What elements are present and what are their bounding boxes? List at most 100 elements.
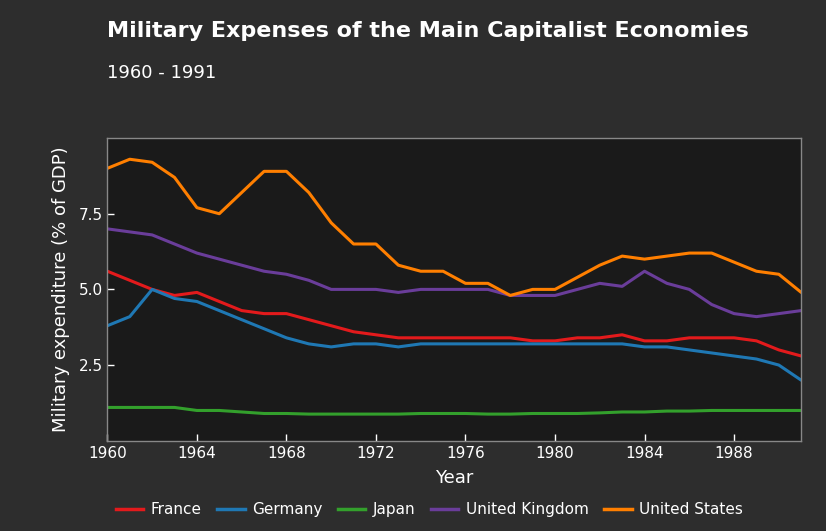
Japan	[349, 411, 358, 417]
Germany	[662, 344, 672, 350]
Legend: France, Germany, Japan, United Kingdom, United States: France, Germany, Japan, United Kingdom, …	[110, 496, 749, 524]
Japan	[639, 409, 649, 415]
France	[617, 331, 627, 338]
France	[438, 335, 448, 341]
United Kingdom	[349, 286, 358, 293]
Germany	[729, 353, 739, 359]
Text: Military Expenses of the Main Capitalist Economies: Military Expenses of the Main Capitalist…	[107, 21, 749, 41]
Japan	[752, 407, 762, 414]
United States	[282, 168, 292, 175]
United Kingdom	[707, 302, 717, 308]
United Kingdom	[639, 268, 649, 275]
Germany	[438, 341, 448, 347]
Japan	[192, 407, 202, 414]
France	[237, 307, 247, 314]
Germany	[349, 341, 358, 347]
United Kingdom	[528, 292, 538, 298]
France	[461, 335, 471, 341]
Line: Japan: Japan	[107, 407, 801, 414]
Germany	[461, 341, 471, 347]
France	[796, 353, 806, 359]
Japan	[169, 404, 179, 410]
United Kingdom	[483, 286, 493, 293]
United States	[259, 168, 269, 175]
United States	[192, 204, 202, 211]
France	[572, 335, 582, 341]
Japan	[438, 410, 448, 417]
Line: France: France	[107, 271, 801, 356]
United Kingdom	[102, 226, 112, 232]
United States	[796, 289, 806, 296]
Japan	[707, 407, 717, 414]
Japan	[259, 410, 269, 417]
France	[483, 335, 493, 341]
France	[304, 316, 314, 323]
United Kingdom	[506, 292, 515, 298]
France	[752, 338, 762, 344]
France	[685, 335, 695, 341]
United States	[550, 286, 560, 293]
United States	[774, 271, 784, 278]
France	[214, 298, 224, 305]
United States	[415, 268, 425, 275]
United States	[393, 262, 403, 268]
Japan	[506, 411, 515, 417]
Japan	[685, 408, 695, 414]
Germany	[192, 298, 202, 305]
United Kingdom	[595, 280, 605, 287]
Germany	[304, 341, 314, 347]
United States	[326, 220, 336, 226]
Japan	[774, 407, 784, 414]
X-axis label: Year: Year	[435, 469, 473, 487]
Germany	[282, 335, 292, 341]
Germany	[550, 341, 560, 347]
United States	[707, 250, 717, 256]
United States	[528, 286, 538, 293]
Germany	[528, 341, 538, 347]
United Kingdom	[415, 286, 425, 293]
United States	[662, 253, 672, 259]
France	[729, 335, 739, 341]
United Kingdom	[393, 289, 403, 296]
Germany	[147, 286, 157, 293]
Japan	[214, 407, 224, 414]
United States	[237, 190, 247, 196]
France	[662, 338, 672, 344]
Germany	[774, 362, 784, 369]
France	[147, 286, 157, 293]
Japan	[572, 410, 582, 417]
United States	[214, 211, 224, 217]
United States	[438, 268, 448, 275]
United Kingdom	[461, 286, 471, 293]
United States	[595, 262, 605, 268]
United States	[125, 156, 135, 162]
France	[349, 329, 358, 335]
Japan	[796, 407, 806, 414]
France	[528, 338, 538, 344]
United States	[461, 280, 471, 287]
Germany	[796, 377, 806, 383]
United Kingdom	[752, 313, 762, 320]
Japan	[371, 411, 381, 417]
Germany	[371, 341, 381, 347]
Germany	[617, 341, 627, 347]
United States	[371, 241, 381, 247]
Japan	[147, 404, 157, 410]
France	[393, 335, 403, 341]
United Kingdom	[326, 286, 336, 293]
United States	[349, 241, 358, 247]
Japan	[393, 411, 403, 417]
Germany	[707, 350, 717, 356]
France	[639, 338, 649, 344]
Germany	[169, 295, 179, 302]
United States	[572, 274, 582, 280]
Line: United States: United States	[107, 159, 801, 295]
Japan	[483, 411, 493, 417]
United Kingdom	[169, 241, 179, 247]
France	[415, 335, 425, 341]
Japan	[304, 411, 314, 417]
United States	[506, 292, 515, 298]
United Kingdom	[304, 277, 314, 284]
Japan	[237, 409, 247, 415]
Germany	[639, 344, 649, 350]
